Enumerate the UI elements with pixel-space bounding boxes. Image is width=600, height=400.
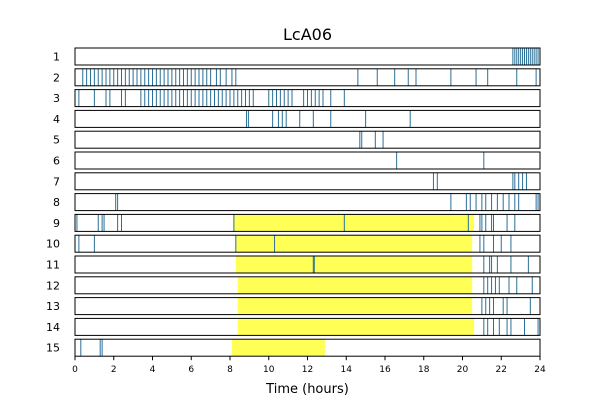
row-frame: [74, 130, 541, 149]
raster-row: 6: [53, 151, 541, 170]
highlight-span: [237, 318, 475, 336]
row-frame: [74, 89, 541, 108]
row-frame: [74, 234, 541, 253]
row-label: 2: [53, 71, 60, 84]
raster-row: 11: [46, 255, 541, 274]
raster-row: 8: [53, 193, 541, 212]
row-frame: [74, 68, 541, 87]
x-tick-label: 4: [150, 365, 156, 375]
raster-row: 1: [53, 47, 541, 66]
row-frame: [74, 47, 541, 66]
row-label: 14: [46, 321, 60, 334]
row-frame: [74, 172, 541, 191]
raster-row: 7: [53, 172, 541, 191]
row-frame: [74, 193, 541, 212]
row-frame: [74, 151, 541, 170]
row-label: 9: [53, 217, 60, 230]
raster-row: 14: [46, 317, 541, 336]
raster-row: 5: [53, 130, 541, 149]
row-frame: [74, 276, 541, 295]
highlight-span: [237, 276, 473, 294]
raster-row: 10: [46, 234, 541, 253]
x-tick-label: 8: [227, 365, 233, 375]
row-frame: [74, 317, 541, 336]
row-label: 10: [46, 238, 60, 251]
raster-row: 15: [46, 338, 541, 357]
x-tick-label: 18: [418, 365, 430, 375]
row-label: 7: [53, 175, 60, 188]
raster-row: 9: [53, 213, 541, 232]
row-frame: [74, 213, 541, 232]
row-label: 4: [53, 113, 60, 126]
row-label: 12: [46, 279, 60, 292]
highlight-span: [231, 339, 325, 357]
raster-row: 12: [46, 276, 541, 295]
x-axis: 0 2 4 6 8 10 12 14 16 18 20 22 24: [72, 356, 546, 375]
x-tick-label: 24: [534, 365, 546, 375]
x-tick-label: 12: [302, 365, 313, 375]
x-tick-label: 20: [457, 365, 469, 375]
highlight-span: [235, 256, 473, 273]
highlight-span: [233, 214, 475, 232]
x-tick-label: 10: [263, 365, 275, 375]
row-label: 1: [53, 51, 60, 64]
row-label: 5: [53, 134, 60, 147]
row-label: 3: [53, 92, 60, 105]
row-frame: [74, 109, 541, 128]
highlight-span: [237, 297, 473, 315]
x-tick-label: 6: [188, 365, 194, 375]
x-tick-label: 14: [341, 365, 353, 375]
row-label: 13: [46, 300, 60, 313]
raster-row: 13: [46, 297, 541, 316]
x-tick-label: 2: [111, 365, 117, 375]
row-label: 6: [53, 155, 60, 168]
highlight-span: [235, 235, 473, 253]
x-tick-label: 16: [379, 365, 391, 375]
x-tick-label: 22: [496, 365, 507, 375]
row-frame: [74, 297, 541, 316]
row-label: 15: [46, 342, 60, 355]
raster-row: 2: [53, 68, 541, 87]
raster-row: 3: [53, 89, 541, 108]
chart-title: LcA06: [283, 25, 332, 44]
row-frame: [74, 255, 541, 274]
x-axis-label: Time (hours): [265, 382, 349, 397]
raster-row: 4: [53, 109, 541, 128]
row-label: 8: [53, 196, 60, 209]
x-tick-label: 0: [72, 365, 78, 375]
row-label: 11: [46, 259, 60, 272]
